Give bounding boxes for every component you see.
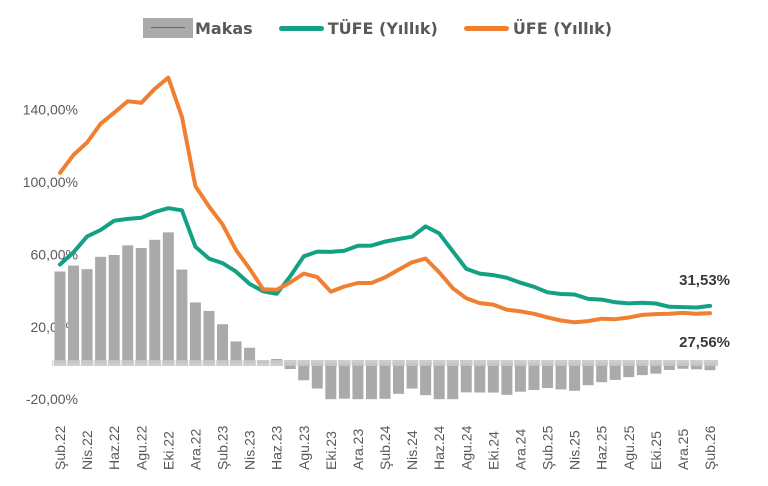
bar-makas: [650, 363, 662, 374]
legend-label-ufe: ÜFE (Yıllık): [512, 18, 613, 38]
bar-makas: [514, 363, 526, 392]
x-tick-label: Ara.24: [512, 429, 528, 470]
bar-makas: [704, 363, 716, 371]
bar-makas: [460, 363, 472, 393]
x-tick-label: Ara.25: [675, 429, 691, 470]
legend-item-ufe: ÜFE (Yıllık): [463, 18, 613, 38]
bar-makas: [487, 363, 499, 393]
bar-makas: [379, 363, 391, 399]
bar-makas: [569, 363, 581, 391]
bar-makas: [68, 265, 80, 363]
bar-makas: [474, 363, 486, 393]
legend-swatch-makas: [143, 18, 193, 38]
x-tick-label: Nis.24: [404, 430, 420, 470]
bar-makas: [542, 363, 553, 389]
bar-makas: [162, 232, 174, 363]
x-tick-label: Haz.24: [431, 425, 447, 470]
bar-makas: [149, 239, 161, 363]
end-label-ufe: 27,56%: [679, 334, 730, 351]
x-tick-label: Nis.23: [242, 430, 258, 470]
bar-makas: [393, 363, 405, 394]
bar-makas: [338, 363, 350, 399]
x-tick-label: Agu.24: [458, 425, 474, 470]
bar-makas: [284, 363, 296, 370]
bar-makas: [230, 341, 242, 363]
bar-makas: [406, 363, 418, 389]
bar-makas: [690, 363, 702, 370]
bar-makas: [244, 347, 256, 363]
x-tick-label: Eki.25: [648, 431, 664, 470]
bar-makas: [501, 363, 513, 395]
bar-makas: [298, 363, 310, 381]
bar-makas: [54, 271, 66, 363]
x-tick-label: Eki.22: [160, 431, 176, 470]
legend-swatch-ufe: [463, 25, 509, 31]
bar-makas: [420, 363, 432, 396]
bar-makas: [528, 363, 540, 391]
bar-makas: [365, 363, 377, 400]
x-tick-label: Eki.23: [323, 431, 339, 470]
bar-makas: [95, 256, 107, 363]
x-tick-label: Şub.26: [702, 425, 718, 470]
legend-swatch-tufe: [278, 25, 324, 31]
x-tick-label: Haz.25: [594, 425, 610, 470]
bar-makas: [352, 363, 364, 400]
bar-makas: [108, 254, 120, 363]
x-tick-label: Şub.23: [215, 425, 231, 470]
bar-makas: [217, 324, 228, 363]
y-tick-label: 100,00%: [23, 174, 78, 190]
x-tick-label: Haz.22: [106, 425, 122, 470]
x-tick-label: Şub.24: [377, 425, 393, 470]
x-tick-label: Ara.22: [187, 429, 203, 470]
x-axis-line: [52, 360, 718, 366]
legend-item-tufe: TÜFE (Yıllık): [278, 18, 438, 38]
bar-makas: [81, 269, 93, 363]
line-tufe: [58, 206, 712, 310]
bar-makas: [135, 247, 147, 363]
bar-makas: [433, 363, 445, 400]
bar-makas: [582, 363, 594, 386]
x-tick-label: Agu.22: [133, 425, 149, 470]
bar-makas: [203, 310, 215, 363]
end-label-tufe: 31,53%: [679, 272, 730, 289]
bar-makas: [636, 363, 648, 376]
x-tick-label: Şub.22: [52, 425, 68, 470]
x-tick-label: Nis.22: [79, 430, 95, 470]
bar-makas: [609, 363, 621, 380]
legend-label-makas: Makas: [195, 18, 253, 38]
bar-makas: [311, 363, 323, 389]
y-tick-label: 20,00%: [31, 319, 78, 335]
x-tick-label: Agu.23: [296, 425, 312, 470]
bar-makas: [596, 363, 608, 383]
bar-makas: [176, 269, 188, 363]
bar-makas: [663, 363, 675, 370]
y-tick-label: 140,00%: [23, 102, 78, 118]
y-tick-label: -20,00%: [26, 391, 78, 407]
x-tick-label: Haz.23: [269, 425, 285, 470]
bar-makas: [555, 363, 567, 390]
bar-makas: [325, 363, 337, 400]
bar-makas: [447, 363, 459, 400]
x-tick-label: Agu.25: [621, 425, 637, 470]
bar-makas: [122, 245, 134, 363]
x-tick-label: Şub.25: [540, 425, 556, 470]
bar-makas: [623, 363, 635, 378]
legend-label-tufe: TÜFE (Yıllık): [327, 18, 438, 38]
legend-item-makas: Makas: [143, 18, 253, 38]
x-tick-label: Eki.24: [485, 431, 501, 470]
bar-makas: [189, 302, 201, 363]
x-tick-label: Nis.25: [567, 430, 583, 470]
line-ufe: [58, 75, 712, 325]
x-tick-label: Ara.23: [350, 429, 366, 470]
legend: Makas TÜFE (Yıllık) ÜFE (Yıllık): [143, 18, 638, 38]
